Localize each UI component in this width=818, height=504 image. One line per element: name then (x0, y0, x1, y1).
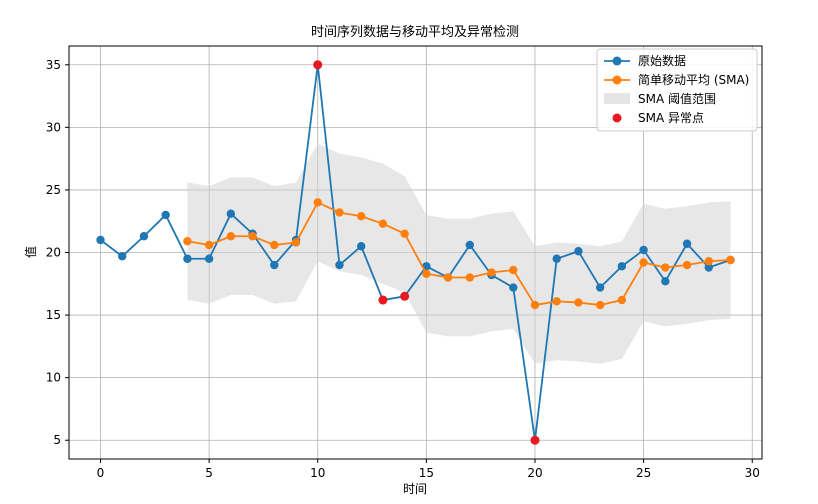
y-tick-label: 5 (53, 433, 61, 447)
y-tick-label: 10 (46, 371, 61, 385)
legend-label-sma: 简单移动平均 (SMA) (638, 73, 749, 87)
sma-point (443, 273, 453, 282)
raw-data-point (204, 254, 214, 263)
x-axis-label: 时间 (403, 482, 427, 496)
sma-point (226, 232, 236, 241)
x-tick-label: 5 (205, 466, 213, 480)
raw-data-point (617, 262, 627, 271)
sma-threshold-band (187, 143, 731, 364)
x-tick-label: 25 (636, 466, 651, 480)
sma-point (704, 257, 713, 266)
legend-swatch-band (604, 93, 630, 104)
raw-data-point (465, 240, 475, 250)
sma-point (204, 240, 214, 250)
raw-data-point (139, 232, 149, 241)
raw-data-point (335, 260, 344, 270)
raw-data-point (161, 210, 170, 220)
y-tick-label: 15 (46, 308, 61, 322)
anomaly-point (378, 295, 388, 305)
legend-box (596, 48, 758, 132)
sma-point (465, 273, 475, 282)
legend-swatch-anomaly-marker (612, 113, 622, 123)
anomaly-point (313, 60, 323, 70)
sma-point (487, 268, 496, 277)
legend-swatch-sma-marker (612, 75, 622, 85)
sma-point (270, 240, 279, 250)
sma-point (248, 232, 257, 241)
legend-label-anomaly: SMA 异常点 (638, 111, 704, 125)
sma-point (183, 237, 192, 246)
legend-label-band: SMA 阈值范围 (638, 91, 716, 106)
y-axis-label: 值 (23, 246, 38, 258)
raw-data-point (639, 245, 648, 255)
sma-point (356, 212, 366, 221)
sma-point (726, 255, 735, 265)
x-tick-label: 15 (419, 466, 434, 480)
y-tick-label: 25 (46, 183, 61, 197)
legend-label-raw: 原始数据 (638, 53, 686, 68)
legend: 原始数据 简单移动平均 (SMA) SMA 阈值范围 SMA 异常点 (596, 48, 758, 132)
band-layer (187, 143, 731, 364)
sma-point (400, 229, 409, 238)
y-tick-label: 30 (46, 120, 61, 134)
x-tick-label: 10 (310, 466, 325, 480)
sma-point (661, 263, 670, 272)
y-tick-label: 35 (46, 58, 61, 72)
x-tick-label: 30 (745, 466, 760, 480)
x-tick-label: 20 (527, 466, 542, 480)
sma-point (595, 300, 605, 310)
raw-data-point (356, 242, 366, 251)
legend-swatch-raw-marker (612, 56, 622, 66)
sma-point (530, 300, 540, 310)
series-layer (96, 60, 735, 445)
x-tick-label: 0 (97, 466, 105, 480)
raw-data-point (96, 235, 105, 245)
axes-layer: 0 5 10 15 20 25 30 5 10 15 20 25 30 35 (46, 45, 763, 480)
raw-data-point (595, 283, 605, 292)
sma-point (422, 269, 431, 278)
raw-data-point (226, 209, 236, 218)
y-tick-label: 20 (46, 246, 61, 260)
raw-data-point (270, 260, 279, 270)
raw-data-point (183, 254, 192, 263)
sma-point (682, 260, 692, 270)
raw-data-point (574, 247, 583, 256)
raw-data-point (509, 283, 518, 292)
sma-point (509, 265, 518, 275)
raw-data-point (552, 254, 561, 263)
sma-point (552, 297, 561, 306)
sma-point (291, 238, 301, 247)
raw-data-point (661, 277, 670, 286)
sma-point (639, 258, 648, 267)
sma-point (574, 298, 583, 307)
chart-title: 时间序列数据与移动平均及异常检测 (311, 25, 519, 40)
anomaly-point (530, 435, 540, 445)
sma-point (335, 208, 344, 217)
sma-point (617, 295, 627, 305)
raw-data-point (118, 252, 127, 261)
anomaly-point (400, 291, 410, 301)
sma-point (313, 198, 322, 207)
raw-data-point (682, 239, 692, 248)
sma-point (378, 219, 388, 228)
raw-data-point (704, 263, 713, 272)
